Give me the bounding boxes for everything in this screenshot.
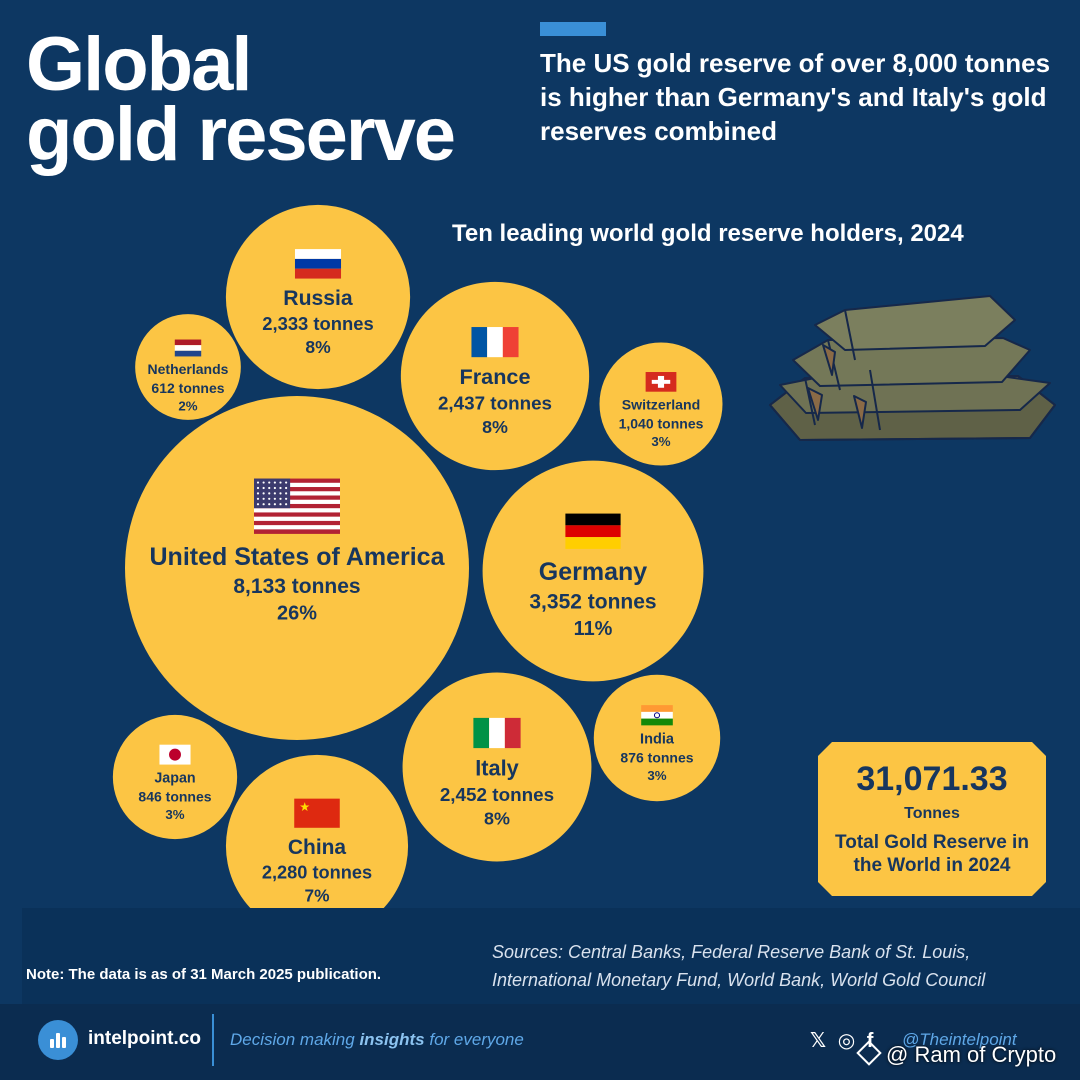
tagline-bold: insights — [359, 1030, 425, 1049]
total-label: Total Gold Reserve in the World in 2024 — [835, 832, 1029, 876]
flag-ru-icon — [294, 249, 342, 279]
bubble-share-de: 11% — [574, 618, 613, 640]
data-note: Note: The data is as of 31 March 2025 pu… — [26, 966, 382, 983]
watermark-text: @ Ram of Crypto — [886, 1042, 1057, 1067]
bubble-jp: Japan 846 tonnes 3% — [112, 714, 238, 840]
watermark: @ Ram of Crypto — [856, 1040, 1057, 1068]
bubble-circle-ch — [599, 342, 723, 466]
bubble-circle-fr — [400, 281, 590, 471]
bubble-circle-cn — [225, 754, 409, 938]
flag-jp-icon — [159, 744, 191, 765]
bubble-value-cn: 2,280 tonnes — [262, 863, 372, 883]
title-line-2: gold reserve — [26, 92, 456, 177]
title-line-1: Global — [26, 22, 252, 107]
facebook-icon[interactable]: f — [866, 1030, 874, 1052]
bubble-label-ru: Russia — [283, 287, 353, 310]
bubble-label-cn: China — [288, 836, 347, 859]
bubble-circle-it — [402, 672, 592, 862]
brand-link[interactable]: intelpoint.co — [88, 1028, 201, 1049]
footer-divider — [212, 1014, 214, 1066]
sources: Sources: Central Banks, Federal Reserve … — [492, 942, 986, 990]
bubble-label-it: Italy — [475, 755, 518, 780]
bubble-share-it: 8% — [484, 808, 510, 828]
bubble-label-us: United States of America — [150, 543, 446, 571]
intelpoint-logo-icon[interactable] — [38, 1020, 78, 1060]
bubble-nl: Netherlands 612 tonnes 2% — [135, 314, 241, 420]
flag-de-icon — [565, 513, 621, 549]
bubble-label-de: Germany — [539, 558, 647, 586]
bubble-value-us: 8,133 tonnes — [233, 575, 360, 598]
bubble-label-ch: Switzerland — [622, 396, 701, 412]
bubble-share-ru: 8% — [305, 337, 331, 357]
bubble-value-it: 2,452 tonnes — [440, 785, 554, 806]
bubble-share-us: 26% — [277, 602, 317, 624]
bubble-value-ru: 2,333 tonnes — [262, 313, 374, 334]
social-handle[interactable]: @Theintelpoint — [902, 1030, 1017, 1049]
chart-subtitle: Ten leading world gold reserve holders, … — [452, 220, 964, 247]
bubble-label-jp: Japan — [154, 770, 195, 786]
bubble-fr: France 2,437 tonnes 8% — [400, 281, 590, 471]
svg-text:★: ★ — [299, 800, 310, 814]
flag-it-icon — [473, 717, 521, 749]
bubble-circle-in — [593, 674, 721, 802]
flag-cn-icon: ★ — [294, 798, 340, 828]
tagline-pre: Decision making — [230, 1030, 360, 1049]
bubble-share-nl: 2% — [178, 398, 197, 413]
bubble-share-jp: 3% — [165, 807, 184, 822]
bubble-ch: Switzerland 1,040 tonnes 3% — [599, 342, 723, 466]
bubble-share-ch: 3% — [651, 434, 670, 449]
flag-in-icon — [641, 705, 673, 726]
bubble-value-ch: 1,040 tonnes — [619, 415, 704, 431]
bubble-value-jp: 846 tonnes — [138, 788, 211, 804]
bubble-circle-de — [482, 460, 704, 682]
bubble-circle-us — [125, 396, 469, 740]
gold-bars-icon — [769, 295, 1056, 441]
bubble-de: Germany 3,352 tonnes 11% — [482, 460, 704, 682]
accent-bar — [540, 22, 606, 36]
bubble-ru: Russia 2,333 tonnes 8% — [225, 204, 411, 390]
footer: intelpoint.co Decision making insights f… — [0, 1004, 1080, 1080]
bubble-value-nl: 612 tonnes — [151, 380, 224, 396]
bubble-share-in: 3% — [647, 768, 666, 783]
bubble-value-de: 3,352 tonnes — [529, 591, 656, 614]
total-value: 31,071.33 — [856, 760, 1008, 798]
instagram-icon[interactable]: ◎ — [837, 1030, 856, 1052]
bubble-share-cn: 7% — [305, 885, 330, 905]
headline: The US gold reserve of over 8,000 tonnes… — [540, 48, 1051, 146]
watermark-icon — [856, 1040, 882, 1066]
tagline-post: for everyone — [424, 1030, 524, 1049]
bubble-circle-nl — [135, 314, 241, 420]
bubble-share-fr: 8% — [482, 417, 508, 437]
bubble-label-fr: France — [460, 364, 531, 389]
social-links: 𝕏 ◎ f — [810, 1028, 879, 1053]
x-icon[interactable]: 𝕏 — [810, 1030, 827, 1052]
bubble-circle-ru — [225, 204, 411, 390]
flag-ch-icon — [645, 372, 677, 392]
bubble-value-fr: 2,437 tonnes — [438, 393, 552, 414]
notes-band — [22, 908, 1080, 1004]
bubble-value-in: 876 tonnes — [620, 749, 693, 765]
bubble-circle-jp — [112, 714, 238, 840]
bubble-us: United States of America 8,133 tonnes 26% — [125, 396, 469, 740]
bubble-label-nl: Netherlands — [148, 361, 229, 377]
flag-fr-icon — [471, 327, 519, 358]
bubble-label-in: India — [640, 732, 675, 748]
tagline: Decision making insights for everyone — [230, 1030, 524, 1050]
flag-nl-icon — [174, 339, 202, 357]
total-unit: Tonnes — [904, 805, 960, 822]
page-title: Global gold reserve — [26, 22, 456, 177]
total-reserve-box: 31,071.33 Tonnes Total Gold Reserve in t… — [818, 742, 1046, 896]
flag-us-icon — [254, 478, 340, 534]
